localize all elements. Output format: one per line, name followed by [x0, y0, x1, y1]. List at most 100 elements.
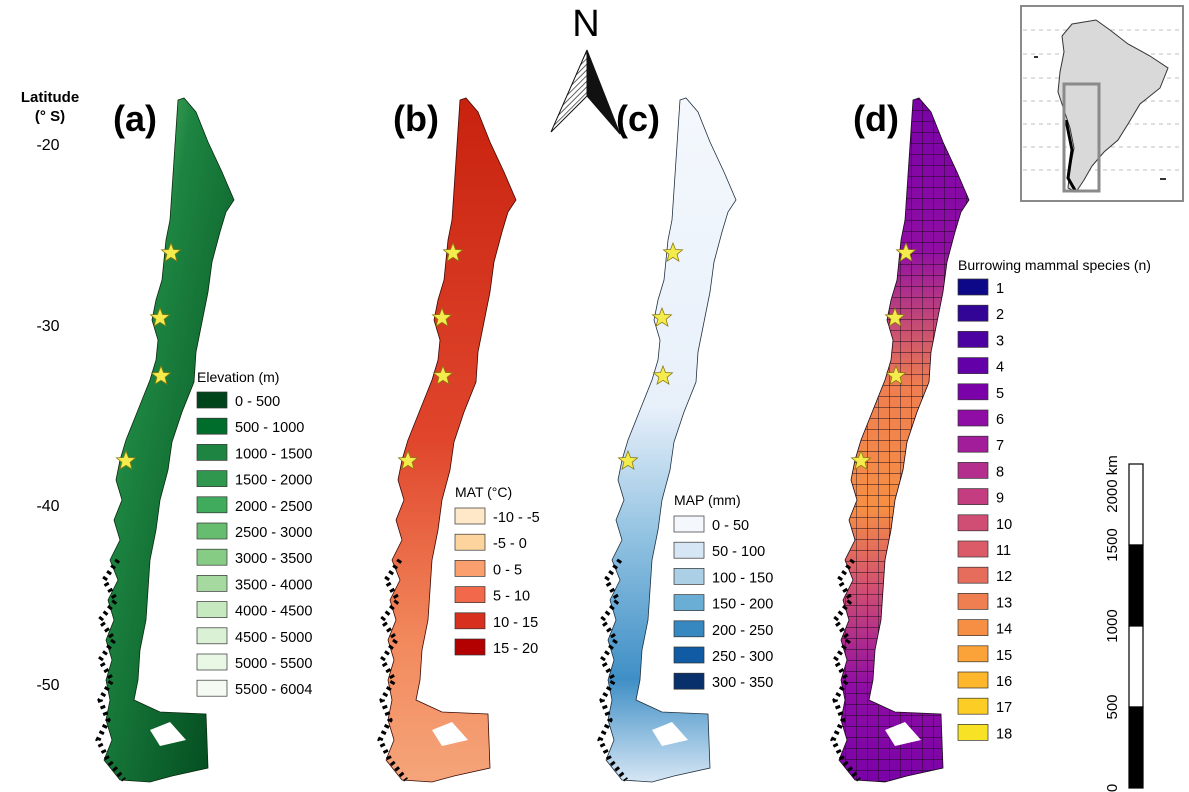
legend-swatch [673, 515, 705, 533]
legend-label: 1 [996, 281, 1004, 297]
legend-swatch [957, 697, 989, 715]
legend-b: MAT (°C) -10 - -5 -5 - 0 0 - 5 5 - 10 10 - 15… [454, 484, 540, 657]
latitude-axis: Latitude (° S) -20 -30 -40 -50 [21, 89, 79, 694]
legend-title: MAP (mm) [674, 492, 741, 508]
latitude-tick: -40 [36, 498, 59, 515]
legend-swatch [673, 672, 705, 690]
legend-label: 2000 - 2500 [235, 499, 312, 515]
legend-a: Elevation (m) 0 - 500 500 - 1000 1000 - 150… [196, 369, 312, 698]
legend-swatch [957, 671, 989, 689]
legend-swatch [196, 417, 228, 435]
legend-label: 4500 - 5000 [235, 630, 312, 646]
legend-swatch [957, 462, 989, 479]
legend-swatch [957, 488, 989, 505]
legend-swatch [196, 444, 228, 461]
legend-c: MAP (mm) 0 - 50 50 - 100 100 - 150 150 - 200… [673, 492, 773, 691]
star-icon [150, 364, 172, 385]
legend-label: 4000 - 4500 [235, 604, 312, 620]
legend-swatch [196, 391, 228, 409]
legend-title: Elevation (m) [197, 369, 279, 385]
legend-title: Burrowing mammal species (n) [958, 257, 1151, 273]
legend-label: 2500 - 3000 [235, 525, 312, 541]
legend-label: 14 [996, 622, 1012, 638]
legend-swatch [196, 496, 228, 514]
legend-label: 250 - 300 [712, 649, 773, 665]
legend-label: 18 [996, 726, 1012, 742]
legend-label: 10 [996, 517, 1012, 533]
legend-title: MAT (°C) [455, 484, 512, 500]
star-icon [442, 241, 464, 262]
scale-tick: 2000 km [1104, 455, 1121, 513]
legend-label: 15 [996, 648, 1012, 664]
legend-label: 13 [996, 595, 1012, 611]
legend-swatch [673, 541, 705, 559]
legend-label: -10 - -5 [493, 510, 540, 526]
legend-label: 4 [996, 360, 1004, 376]
legends: Elevation (m) 0 - 500 500 - 1000 1000 - 150… [196, 257, 1151, 742]
legend-label: -5 - 0 [493, 536, 527, 552]
legend-label: 1000 - 1500 [235, 446, 312, 462]
legend-label: 50 - 100 [712, 544, 765, 560]
legend-swatch [196, 548, 228, 566]
legend-label: 12 [996, 569, 1012, 585]
legend-swatch [957, 331, 989, 348]
latitude-tick: -30 [36, 318, 59, 335]
map-temperature [377, 97, 517, 783]
legend-swatch [957, 619, 989, 636]
legend-swatch [454, 586, 486, 603]
latitude-unit: (° S) [35, 108, 65, 125]
star-icon [149, 306, 171, 327]
north-arrow-icon: N [550, 3, 621, 135]
legend-label: 16 [996, 674, 1012, 690]
legend-swatch [196, 522, 228, 540]
star-icon [432, 364, 454, 385]
legend-label: 11 [996, 543, 1011, 559]
legend-swatch [673, 568, 705, 585]
north-label: N [572, 3, 599, 45]
legend-label: 5500 - 6004 [235, 682, 312, 698]
scale-tick: 1000 [1104, 609, 1121, 642]
star-icon [652, 364, 674, 385]
legend-swatch [454, 638, 486, 656]
legend-swatch [196, 627, 228, 645]
scale-tick: 1500 [1104, 528, 1121, 561]
map-elevation [95, 97, 235, 783]
legend-swatch [454, 533, 486, 551]
legend-swatch [454, 612, 486, 630]
legend-label: 3000 - 3500 [235, 551, 312, 567]
legend-label: 0 - 500 [235, 394, 280, 410]
legend-label: 0 - 5 [493, 562, 522, 578]
latitude-title: Latitude [21, 89, 79, 106]
star-icon [397, 449, 419, 470]
legend-label: 9 [996, 491, 1004, 507]
map-precipitation [597, 97, 737, 783]
legend-swatch [196, 470, 228, 487]
star-icon [617, 449, 639, 470]
panel-label-b: (b) [393, 98, 439, 139]
star-icon [895, 241, 917, 262]
legend-label: 500 - 1000 [235, 420, 304, 436]
star-icon [885, 364, 907, 385]
legend-swatch [957, 540, 989, 558]
legend-label: 100 - 150 [712, 570, 773, 586]
legend-swatch [673, 594, 705, 611]
legend-swatch [957, 304, 989, 322]
legend-label: 5000 - 5500 [235, 656, 312, 672]
legend-label: 15 - 20 [493, 641, 538, 657]
legend-label: 5 [996, 386, 1004, 402]
south-america-locator-icon [1020, 5, 1184, 202]
legend-label: 7 [996, 438, 1004, 454]
site-markers [115, 241, 917, 470]
legend-swatch [957, 645, 989, 663]
legend-d: Burrowing mammal species (n)123456789101… [957, 257, 1151, 742]
star-icon [115, 449, 137, 470]
legend-swatch [196, 679, 228, 697]
legend-label: 3500 - 4000 [235, 577, 312, 593]
panel-label-a: (a) [113, 98, 157, 139]
legend-swatch [454, 507, 486, 525]
star-icon [662, 241, 684, 262]
legend-label: 0 - 50 [712, 518, 749, 534]
scale-tick: 0 [1104, 784, 1121, 792]
latitude-tick: -50 [36, 677, 59, 694]
